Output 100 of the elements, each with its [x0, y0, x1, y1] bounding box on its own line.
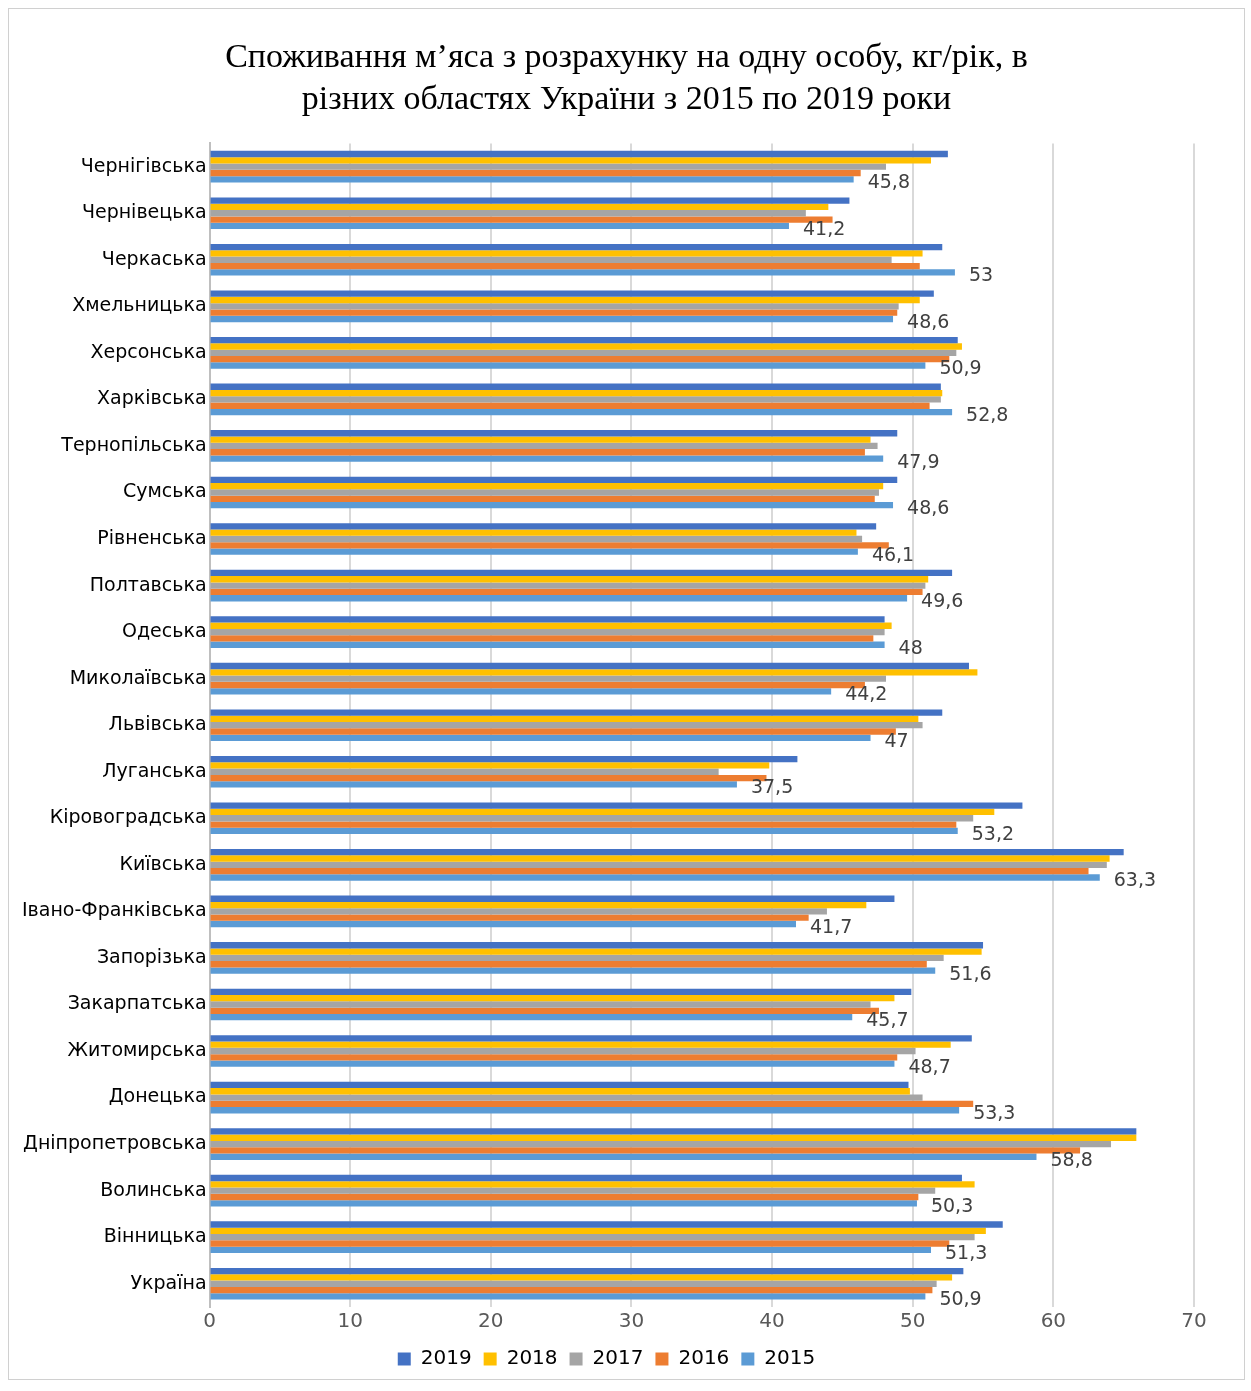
bar: [210, 176, 854, 183]
bar: [210, 1060, 895, 1067]
bar: [210, 383, 941, 390]
bar: [210, 495, 875, 502]
x-tick-label: 40: [759, 1308, 785, 1333]
bar: [210, 482, 884, 490]
bar: [210, 290, 934, 297]
bar: [210, 616, 885, 623]
bar: [210, 157, 932, 164]
bar: [210, 722, 923, 729]
bar: [210, 895, 895, 902]
bar: [210, 595, 908, 602]
bar: [210, 954, 944, 962]
y-tick-label: Україна: [130, 1270, 207, 1293]
bar: [210, 315, 894, 323]
bar: [210, 548, 858, 555]
data-label: 48,6: [907, 496, 950, 519]
bar: [210, 222, 789, 230]
y-tick-label: Вінницька: [103, 1224, 207, 1247]
bar: [210, 1221, 1003, 1228]
bar: [210, 389, 943, 397]
x-tick-label: 50: [900, 1308, 926, 1333]
y-tick-label: Львівська: [108, 712, 207, 735]
bar: [210, 408, 953, 416]
y-tick-label: Черкаська: [101, 246, 207, 269]
bar: [210, 662, 969, 670]
bar: [210, 827, 958, 835]
bar: [210, 675, 887, 682]
data-label: 53: [968, 263, 994, 286]
bar: [210, 396, 941, 403]
bar: [210, 855, 1110, 862]
bar: [210, 1246, 932, 1254]
chart-title: Споживання м’яса з розрахунку на одну особу, кг/рік, в різних областях України з 2015 по 2019 роки: [224, 36, 1029, 118]
data-label: 37,5: [750, 775, 794, 798]
bar: [210, 1153, 1037, 1160]
data-label: 46,1: [871, 542, 915, 565]
data-label: 53,2: [971, 821, 1015, 844]
y-tick-label: Закарпатська: [67, 991, 207, 1014]
y-tick-label: Тернопільська: [60, 432, 207, 455]
legend-label: 2017: [592, 1345, 644, 1370]
bar: [210, 216, 833, 223]
y-tick-label: Луганська: [102, 758, 207, 781]
bar: [210, 1047, 916, 1055]
y-tick-label: Рівненська: [97, 525, 207, 548]
bar: [210, 709, 943, 716]
bar: [210, 362, 926, 369]
data-label: 50,9: [939, 356, 982, 379]
bar: [210, 256, 892, 263]
x-tick-label: 70: [1181, 1308, 1207, 1333]
bar: [210, 542, 889, 549]
bar: [210, 1187, 936, 1194]
bar: [210, 1041, 951, 1048]
bar: [210, 489, 879, 496]
bar: [210, 635, 874, 642]
bar: [210, 169, 861, 177]
bar: [210, 455, 884, 462]
bar: [210, 901, 867, 909]
bar: [210, 535, 863, 543]
bar: [210, 449, 865, 456]
bar: [210, 1088, 910, 1095]
bar: [210, 762, 770, 769]
bar: [210, 1267, 964, 1275]
y-tick-label: Чернівецька: [81, 200, 207, 223]
bar: [210, 849, 1124, 856]
bar: [210, 1081, 909, 1089]
bar: [210, 914, 809, 921]
bar: [210, 628, 885, 636]
bar: [210, 1234, 975, 1241]
y-tick-label: Одеська: [122, 619, 207, 642]
bar: [210, 768, 719, 775]
legend-label: 2018: [506, 1345, 558, 1370]
bar: [210, 436, 871, 443]
bar: [210, 1280, 937, 1287]
legend-label: 2016: [678, 1345, 730, 1370]
y-tick-label: Чернігівська: [80, 153, 207, 176]
bar: [210, 569, 953, 577]
bar: [210, 688, 832, 695]
bar: [210, 1181, 975, 1188]
data-label: 47,9: [897, 449, 940, 472]
bar: [210, 622, 892, 629]
data-label: 45,8: [867, 170, 910, 193]
bar: [210, 296, 920, 304]
bar: [210, 755, 798, 763]
bar: [210, 1147, 1081, 1154]
data-label: 51,3: [945, 1240, 988, 1263]
x-tick-label: 30: [618, 1308, 645, 1333]
bar: [210, 309, 898, 316]
y-tick-label: Київська: [119, 851, 207, 874]
y-tick-label: Івано-Франківська: [22, 898, 207, 921]
x-tick-label: 0: [203, 1308, 216, 1333]
bar: [210, 1054, 898, 1061]
bar: [210, 582, 926, 589]
bar: [210, 210, 806, 217]
data-label: 48: [898, 635, 923, 658]
bar: [210, 1001, 871, 1008]
data-label: 58,8: [1050, 1147, 1093, 1170]
bar: [210, 529, 857, 536]
bar: [210, 821, 957, 828]
bar: [210, 343, 962, 350]
bar: [210, 1286, 933, 1294]
